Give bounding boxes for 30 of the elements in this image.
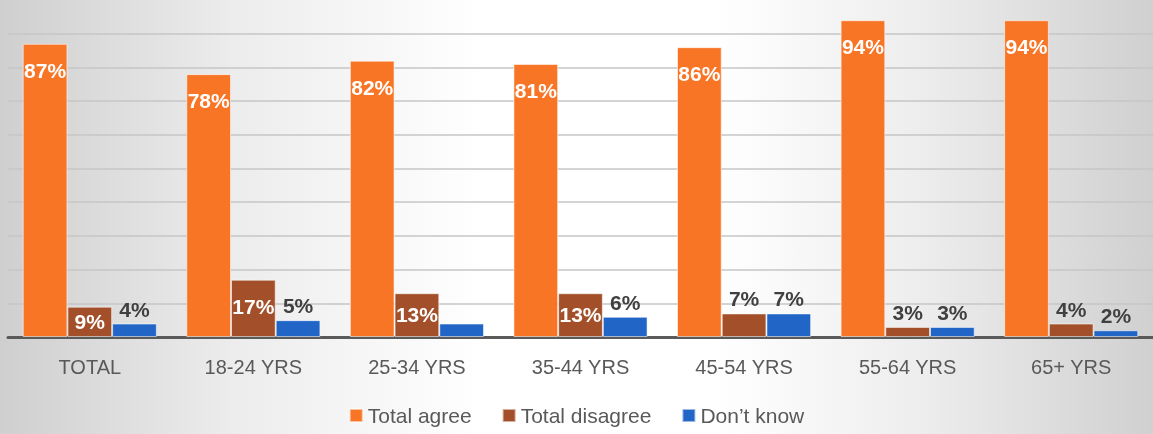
data-label: 4% [1056, 297, 1087, 321]
data-label: 87% [24, 58, 67, 82]
data-label: 3% [937, 300, 968, 324]
data-label: 4% [119, 297, 150, 321]
data-label: 2% [1100, 304, 1132, 328]
x-tick-label: 25-34 YRS [368, 356, 466, 378]
data-label: 5% [282, 294, 314, 318]
data-label: 7% [728, 287, 760, 311]
data-label: 94% [1005, 35, 1048, 59]
x-tick-label: 65+ YRS [1031, 356, 1112, 378]
data-label: 86% [678, 62, 721, 86]
data-label: 17% [232, 294, 275, 318]
x-tick-label: 35-44 YRS [531, 356, 630, 378]
data-label: 6% [610, 290, 641, 314]
data-label: 3% [892, 300, 924, 324]
data-label: 94% [841, 35, 885, 59]
legend-label: Don’t know [700, 404, 806, 427]
legend-label: Total agree [367, 404, 472, 427]
data-label: 7% [773, 287, 805, 311]
data-label: 13% [395, 303, 439, 327]
data-label: 78% [187, 89, 230, 113]
data-label: 81% [514, 79, 558, 103]
x-tick-label: 45-54 YRS [695, 356, 793, 378]
data-label: 13% [559, 303, 602, 327]
x-tick-label: 55-64 YRS [858, 356, 957, 378]
data-label: 9% [74, 309, 106, 333]
data-label: 82% [351, 75, 394, 99]
legend-label: Total disagree [520, 404, 652, 427]
x-tick-label: 18-24 YRS [204, 356, 303, 378]
x-tick-label: TOTAL [58, 356, 122, 378]
